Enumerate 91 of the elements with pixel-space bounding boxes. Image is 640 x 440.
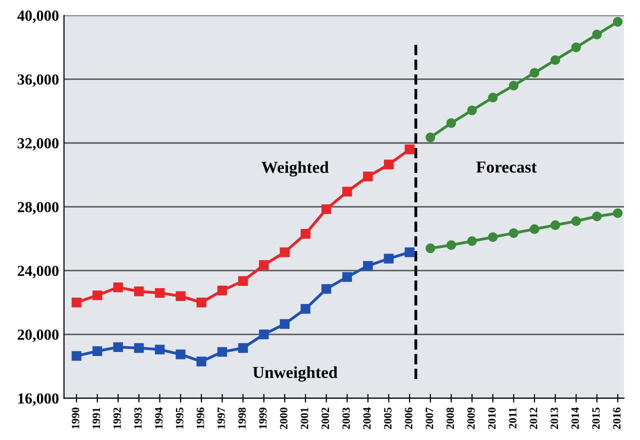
x-tick-label: 1991 [92, 408, 100, 429]
point [467, 236, 477, 246]
point [592, 212, 602, 222]
x-tick-label: 2016 [613, 408, 621, 429]
x-tick-label: 1993 [134, 408, 142, 429]
point [72, 298, 82, 308]
point [176, 291, 186, 301]
x-tick-label: 2008 [446, 408, 454, 429]
point [342, 272, 352, 282]
point [612, 16, 623, 27]
point [508, 80, 519, 90]
point [113, 282, 123, 292]
x-tick-label: 2007 [426, 408, 434, 429]
y-tick-label: 36,000 [18, 74, 59, 87]
point [92, 346, 102, 356]
y-tick-label: 24,000 [18, 266, 59, 278]
y-tick-label: 32,000 [18, 138, 59, 151]
point [550, 55, 560, 65]
point [134, 286, 144, 296]
x-tick-label: 2003 [342, 408, 350, 429]
x-tick-label: 2000 [280, 408, 288, 429]
point [196, 298, 206, 308]
point [280, 319, 290, 329]
series-label: Weighted [262, 161, 329, 176]
point [404, 144, 414, 154]
x-tick-label: 2010 [488, 408, 496, 429]
point [113, 342, 123, 352]
point [217, 286, 228, 296]
point [571, 216, 581, 226]
point [258, 330, 269, 340]
point [217, 347, 228, 357]
point [154, 288, 165, 298]
y-tick-label: 40,000 [17, 10, 59, 24]
point [571, 42, 581, 52]
point [467, 105, 477, 116]
x-tick-label: 1997 [218, 408, 225, 429]
point [363, 260, 373, 271]
point [72, 351, 82, 361]
x-tick-label: 2014 [571, 407, 579, 429]
x-tick-label: 2002 [322, 408, 330, 429]
x-tick-label: 2006 [404, 408, 412, 429]
x-tick-label: 1998 [238, 408, 246, 429]
point [508, 228, 519, 238]
point [446, 118, 456, 128]
x-tick-label: 2012 [530, 408, 538, 429]
point [258, 260, 269, 270]
x-tick-label: 1995 [176, 408, 184, 429]
point [238, 343, 248, 353]
point [530, 68, 540, 78]
x-tick-label: 2001 [300, 408, 308, 429]
y-tick-label: 28,000 [18, 202, 59, 214]
point [321, 204, 332, 214]
point [384, 160, 394, 170]
x-tick-label: 2015 [592, 408, 600, 429]
point [196, 356, 206, 366]
point [426, 132, 436, 142]
x-tick-label: 1992 [113, 408, 121, 429]
point [592, 30, 602, 40]
point [426, 243, 436, 254]
point [384, 254, 394, 264]
point [363, 172, 373, 182]
point [176, 349, 186, 360]
point [321, 284, 332, 294]
point [530, 224, 540, 234]
x-tick-label: 1999 [259, 408, 267, 429]
point [488, 232, 498, 242]
point [300, 304, 310, 314]
y-tick-label: 20,000 [18, 330, 59, 342]
series-label: Unweighted [252, 366, 338, 382]
point [550, 220, 560, 230]
x-tick-label: 2013 [550, 408, 558, 429]
point [280, 247, 290, 258]
x-tick-label: 1990 [72, 408, 80, 429]
x-tick-label: 1994 [155, 407, 163, 429]
annotation: Forecast [476, 162, 537, 173]
x-tick-label: 2011 [508, 408, 516, 428]
point [134, 343, 144, 353]
point [92, 290, 102, 300]
x-tick-label: 2004 [363, 407, 371, 429]
point [404, 247, 414, 258]
x-tick-label: 1996 [196, 408, 204, 429]
point [238, 276, 248, 286]
point [612, 208, 623, 218]
x-tick-label: 2009 [467, 408, 475, 429]
point [488, 92, 498, 102]
point [446, 240, 456, 250]
point [154, 344, 165, 354]
point [342, 186, 352, 197]
point [300, 229, 310, 239]
y-tick-label: 16,000 [18, 393, 59, 406]
x-tick-label: 2005 [384, 408, 392, 429]
